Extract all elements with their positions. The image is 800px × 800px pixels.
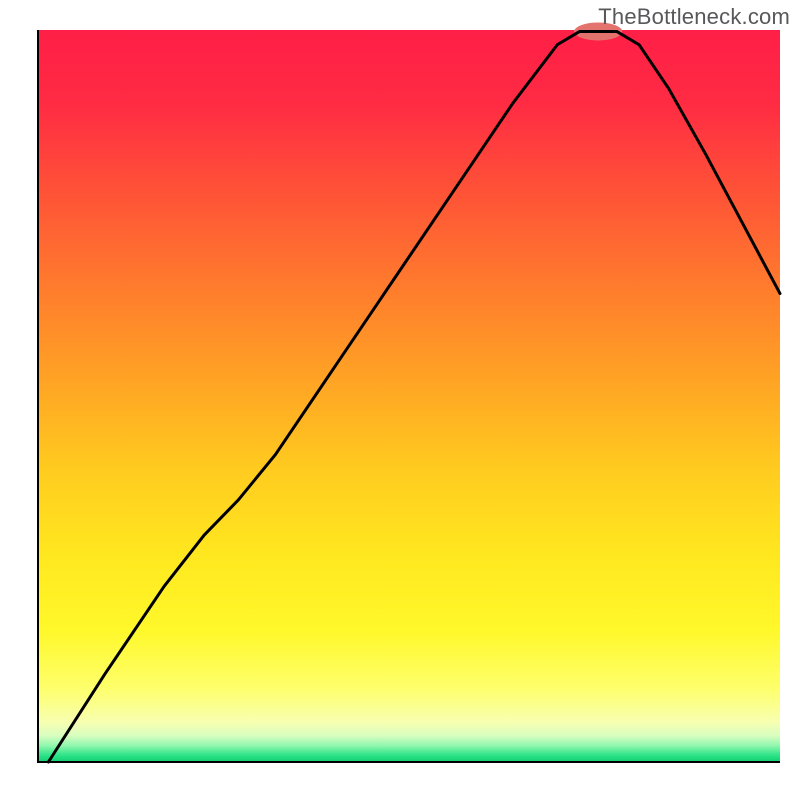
chart-container: { "watermark": "TheBottleneck.com", "cha… (0, 0, 800, 800)
plot-group (38, 22, 780, 762)
bottleneck-chart (0, 0, 800, 800)
watermark-text: TheBottleneck.com (598, 4, 790, 30)
gradient-fill (38, 30, 780, 762)
